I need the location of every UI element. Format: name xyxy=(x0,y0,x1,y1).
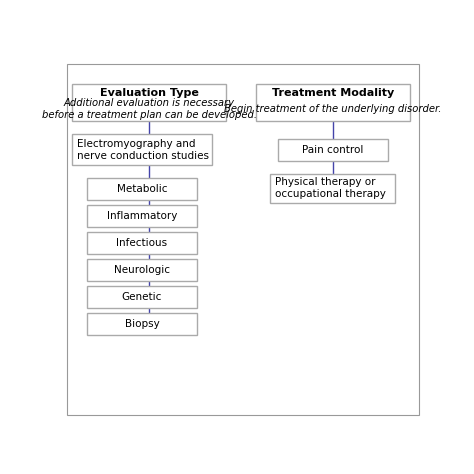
Text: Genetic: Genetic xyxy=(122,292,162,302)
Bar xyxy=(87,313,197,335)
Text: Metabolic: Metabolic xyxy=(117,184,167,194)
Bar xyxy=(87,232,197,254)
Text: Additional evaluation is necessary
before a treatment plan can be developed.: Additional evaluation is necessary befor… xyxy=(42,98,257,120)
Text: Biopsy: Biopsy xyxy=(125,319,159,329)
Bar xyxy=(87,259,197,281)
Text: Inflammatory: Inflammatory xyxy=(107,211,177,221)
Text: Evaluation Type: Evaluation Type xyxy=(100,88,199,99)
Text: Pain control: Pain control xyxy=(302,145,364,155)
Text: Infectious: Infectious xyxy=(116,238,167,248)
Text: Treatment Modality: Treatment Modality xyxy=(272,88,394,99)
Bar xyxy=(87,178,197,200)
Text: Neurologic: Neurologic xyxy=(114,265,170,275)
Bar xyxy=(87,286,197,308)
Bar xyxy=(278,139,388,161)
Bar xyxy=(87,205,197,227)
Bar xyxy=(72,84,227,121)
Bar xyxy=(271,173,395,203)
Bar xyxy=(72,135,212,165)
Bar xyxy=(256,84,410,121)
Text: Begin treatment of the underlying disorder.: Begin treatment of the underlying disord… xyxy=(224,104,442,114)
Text: Physical therapy or
occupational therapy: Physical therapy or occupational therapy xyxy=(275,177,386,199)
Text: Electromyography and
nerve conduction studies: Electromyography and nerve conduction st… xyxy=(76,139,209,161)
